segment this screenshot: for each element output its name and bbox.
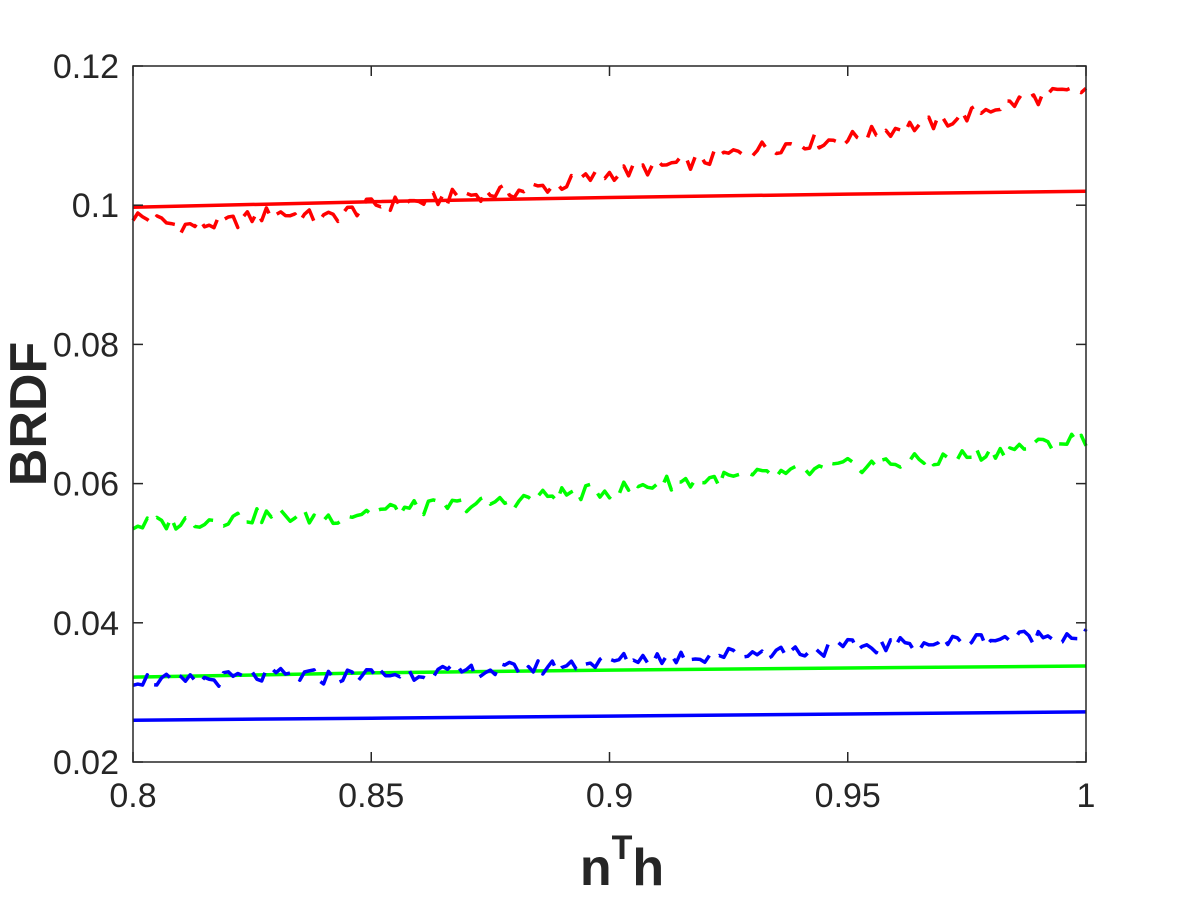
y-tick-label: 0.04 — [53, 605, 119, 643]
x-tick-label: 0.8 — [109, 777, 156, 815]
series-line-6 — [132, 628, 1088, 688]
series-line-4 — [132, 432, 1088, 531]
series-line-5 — [132, 710, 1087, 722]
y-tick-label: 0.08 — [53, 326, 119, 364]
x-axis-title-tail: h — [632, 839, 664, 897]
x-tick-label: 0.85 — [338, 777, 404, 815]
y-tick-label: 0.06 — [53, 466, 119, 504]
series-line-2 — [131, 86, 1088, 236]
series-layer — [131, 86, 1088, 722]
y-axis-title: BRDF — [0, 342, 58, 486]
x-axis-title-base: n — [580, 839, 612, 897]
ticks-layer: 0.8 0.85 0.9 0.95 1 0.02 0.04 0.06 0.08 0.1 0.12 — [53, 48, 1096, 815]
x-axis-title: nTh — [580, 829, 664, 897]
plot-frame — [132, 65, 1087, 763]
x-tick-label: 0.9 — [586, 777, 633, 815]
x-tick-label: 0.95 — [815, 777, 881, 815]
y-tick-label: 0.1 — [72, 187, 119, 225]
series-line-1 — [132, 189, 1087, 210]
y-tick-label: 0.02 — [53, 744, 119, 782]
y-tick-label: 0.12 — [53, 48, 119, 86]
axes-layer — [132, 65, 1087, 763]
x-axis-title-sup: T — [612, 829, 633, 867]
series-line-3 — [132, 664, 1087, 679]
x-tick-label: 1 — [1077, 777, 1096, 815]
